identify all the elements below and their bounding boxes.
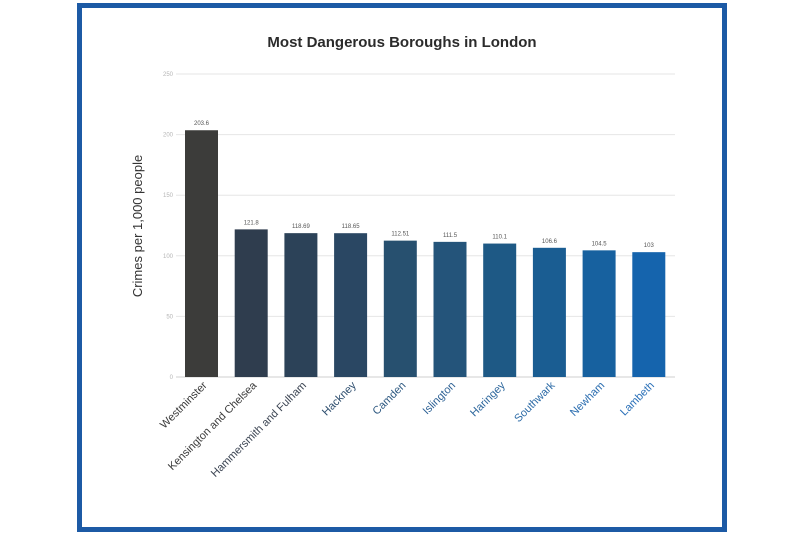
data-label: 110.1 <box>492 235 507 241</box>
y-tick-label: 250 <box>163 72 174 78</box>
bar <box>185 130 218 377</box>
bar <box>582 250 616 377</box>
x-tick-label: Newham <box>568 380 607 419</box>
bar <box>483 243 517 377</box>
y-tick-label: 100 <box>163 254 174 260</box>
data-label: 118.65 <box>342 224 361 230</box>
x-tick-label: Lambeth <box>618 380 657 419</box>
x-tick-label: Camden <box>371 380 409 418</box>
bar <box>383 240 417 377</box>
data-label: 103 <box>644 243 655 249</box>
chart-title: Most Dangerous Boroughs in London <box>267 34 536 51</box>
bar <box>532 247 566 377</box>
bar <box>632 252 666 377</box>
bars <box>185 130 666 377</box>
x-tick-label: Hammersmith and Fulham <box>209 380 309 480</box>
data-label: 118.69 <box>292 224 311 230</box>
y-tick-label: 150 <box>163 193 174 199</box>
data-label: 112.51 <box>391 232 410 238</box>
data-label: 106.6 <box>542 239 558 245</box>
y-tick-label: 200 <box>163 133 174 139</box>
bar <box>433 241 467 377</box>
data-label: 104.5 <box>592 241 608 247</box>
x-tick-label: Hackney <box>320 379 359 418</box>
x-tick-label: Islington <box>421 380 458 417</box>
x-tick-label: Westminster <box>158 379 210 431</box>
x-tick-label: Southwark <box>512 379 558 425</box>
x-tick-label: Kensington and Chelsea <box>166 379 260 473</box>
y-axis-label: Crimes per 1,000 people <box>130 155 145 297</box>
bar <box>284 233 318 377</box>
bar <box>234 229 268 377</box>
x-tick-label: Haringey <box>468 379 508 419</box>
y-tick-label: 0 <box>170 375 174 381</box>
bar <box>334 233 368 377</box>
y-tick-label: 50 <box>166 314 173 320</box>
data-label: 203.6 <box>194 121 210 127</box>
data-label: 121.8 <box>244 220 260 226</box>
data-label: 111.5 <box>443 233 458 239</box>
